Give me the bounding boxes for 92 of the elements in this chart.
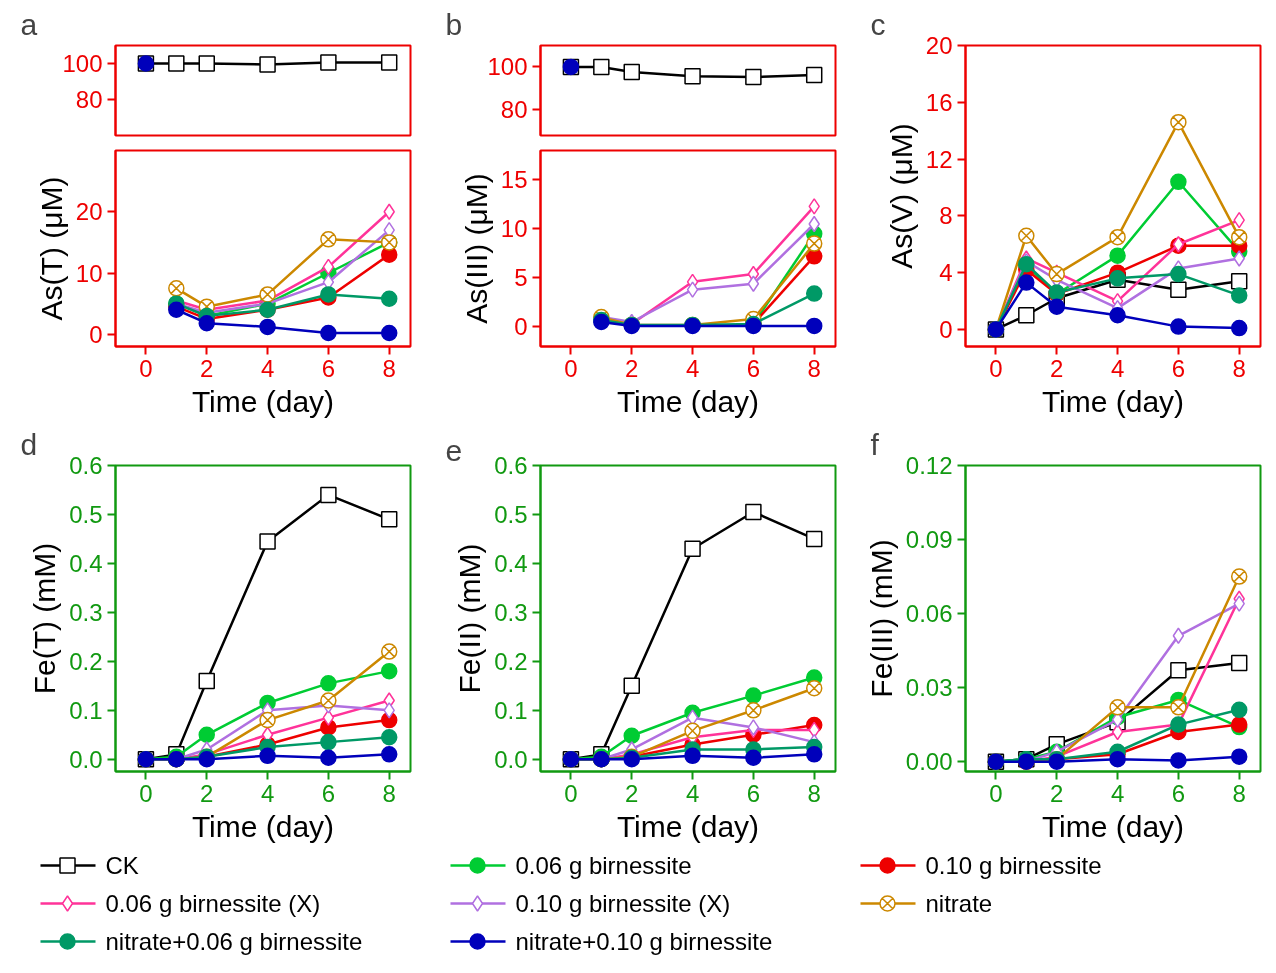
x-tick-label: 8 — [382, 779, 396, 807]
y-tick-label: 0.3 — [69, 598, 103, 626]
x-axis-title: Time (day) — [1041, 809, 1185, 843]
y-tick-label: 12 — [925, 145, 953, 173]
y-tick-label: 0 — [939, 315, 953, 343]
y-tick-label: 0.06 — [905, 600, 953, 628]
x-tick-label: 0 — [989, 779, 1003, 807]
x-tick-label: 0 — [139, 779, 153, 807]
y-tick-label: 0.0 — [69, 745, 103, 773]
y-tick-label: 0.1 — [494, 696, 528, 724]
x-axis-title: Time (day) — [616, 809, 760, 843]
x-tick-label: 2 — [200, 779, 214, 807]
x-tick-label: 2 — [200, 354, 214, 382]
x-axis-title: Time (day) — [191, 384, 335, 418]
x-tick-label: 8 — [1232, 779, 1246, 807]
y-tick-label: 0.1 — [69, 696, 103, 724]
x-tick-label: 2 — [1050, 779, 1064, 807]
y-tick-label: 16 — [925, 88, 953, 116]
x-tick-label: 0 — [564, 779, 578, 807]
y-tick-label: 4 — [939, 259, 953, 287]
y-tick-label: 20 — [75, 198, 103, 226]
x-tick-label: 2 — [1050, 354, 1064, 382]
y-tick-label: 10 — [500, 215, 528, 243]
legend-label: 0.10 g birnessite — [925, 852, 1102, 879]
y-tick-label: 8 — [939, 202, 953, 230]
y-tick-label: 0 — [514, 313, 528, 341]
y-tick-label: 0 — [89, 320, 103, 348]
x-axis-title: Time (day) — [616, 384, 760, 418]
x-tick-label: 2 — [625, 354, 639, 382]
legend-label: 0.06 g birnessite — [515, 852, 692, 879]
y-tick-label: 0.4 — [69, 549, 103, 577]
x-tick-label: 4 — [260, 779, 275, 807]
y-tick-label: 0.5 — [494, 500, 528, 528]
x-axis-title: Time (day) — [1041, 384, 1185, 418]
y-tick-label: 5 — [514, 264, 528, 292]
y-tick-label: 100 — [62, 50, 103, 77]
y-axis-title: Fe(II) (mM) — [453, 543, 487, 694]
y-tick-label: 80 — [500, 96, 528, 124]
y-tick-label: 0.2 — [494, 647, 528, 675]
legend-label: nitrate+0.10 g birnessite — [515, 928, 773, 955]
legend-label: 0.10 g birnessite (X) — [515, 890, 731, 917]
y-tick-label: 0.6 — [69, 452, 103, 479]
y-axis-title: As(T) (μM) — [34, 176, 68, 321]
y-tick-label: 15 — [500, 166, 528, 194]
x-tick-label: 4 — [685, 354, 700, 382]
y-tick-label: 0.6 — [494, 452, 528, 479]
chart-title: d — [20, 427, 38, 461]
y-tick-label: 0.12 — [905, 452, 953, 479]
y-tick-label: 0.5 — [69, 500, 103, 528]
y-axis-title: As(III) (μM) — [459, 173, 493, 324]
x-tick-label: 6 — [1171, 779, 1186, 807]
y-tick-label: 100 — [487, 53, 528, 81]
chart-title: e — [445, 433, 463, 467]
y-tick-label: 10 — [75, 259, 103, 287]
y-tick-label: 20 — [925, 32, 953, 59]
y-tick-label: 0.0 — [494, 745, 528, 773]
y-tick-label: 0.00 — [905, 748, 953, 776]
x-tick-label: 8 — [1232, 354, 1246, 382]
y-axis-title: Fe(T) (mM) — [28, 542, 62, 695]
y-tick-label: 0.3 — [494, 598, 528, 626]
x-tick-label: 6 — [746, 354, 761, 382]
y-tick-label: 80 — [75, 86, 103, 113]
y-axis-title: Fe(III) (mM) — [864, 539, 898, 698]
x-tick-label: 0 — [564, 354, 578, 382]
chart-title: a — [20, 7, 38, 41]
x-tick-label: 6 — [746, 779, 761, 807]
x-tick-label: 6 — [321, 779, 336, 807]
x-tick-label: 0 — [139, 354, 153, 382]
x-tick-label: 0 — [989, 354, 1003, 382]
x-tick-label: 6 — [321, 354, 336, 382]
x-tick-label: 4 — [685, 779, 700, 807]
x-tick-label: 2 — [625, 779, 639, 807]
x-tick-label: 4 — [1110, 354, 1125, 382]
x-tick-label: 8 — [807, 779, 821, 807]
x-tick-label: 6 — [1171, 354, 1186, 382]
legend-label: CK — [105, 852, 139, 879]
x-tick-label: 4 — [260, 354, 275, 382]
x-axis-title: Time (day) — [191, 809, 335, 843]
y-tick-label: 0.4 — [494, 549, 528, 577]
legend-label: nitrate — [925, 890, 993, 917]
x-tick-label: 4 — [1110, 779, 1125, 807]
legend-label: 0.06 g birnessite (X) — [105, 890, 321, 917]
y-tick-label: 0.09 — [905, 526, 953, 554]
chart-title: b — [445, 7, 463, 41]
x-tick-label: 8 — [382, 354, 396, 382]
y-tick-label: 0.2 — [69, 647, 103, 675]
chart-title: c — [870, 7, 886, 41]
x-tick-label: 8 — [807, 354, 821, 382]
chart-title: f — [870, 427, 880, 461]
y-axis-title: As(V) (μM) — [884, 123, 918, 269]
legend-label: nitrate+0.06 g birnessite — [105, 928, 363, 955]
y-tick-label: 0.03 — [905, 674, 953, 702]
